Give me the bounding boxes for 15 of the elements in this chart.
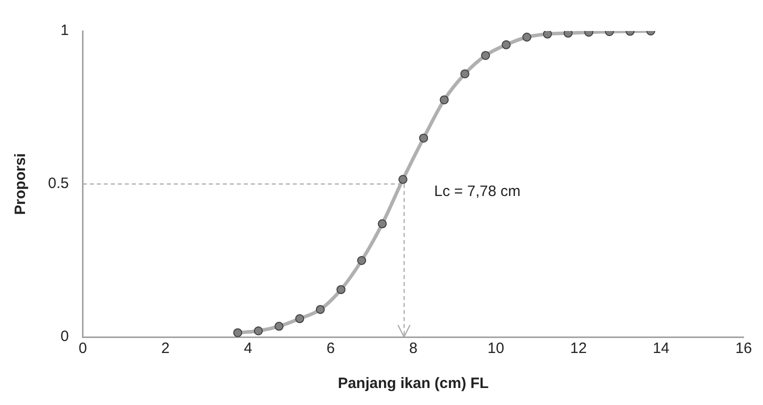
x-tick-label: 0 — [78, 340, 88, 358]
y-tick-label: 0 — [60, 328, 69, 346]
x-tick-label: 6 — [326, 340, 335, 358]
x-tick-label: 2 — [161, 340, 170, 358]
x-tick-label: 8 — [409, 340, 418, 358]
y-axis-title: Proporsi — [12, 153, 30, 215]
x-axis-title: Panjang ikan (cm) FL — [338, 375, 489, 392]
x-tick-label: 10 — [488, 340, 504, 358]
x-tick-label: 4 — [244, 340, 252, 358]
y-tick-label: 0.5 — [48, 175, 69, 192]
x-tick-label: 16 — [735, 340, 752, 358]
ref-line-label: Lc = 7,78 cm — [434, 183, 520, 200]
x-tick-label: 12 — [570, 340, 587, 358]
x-tick-label: 14 — [652, 340, 670, 358]
y-tick-label: 1 — [60, 22, 69, 40]
